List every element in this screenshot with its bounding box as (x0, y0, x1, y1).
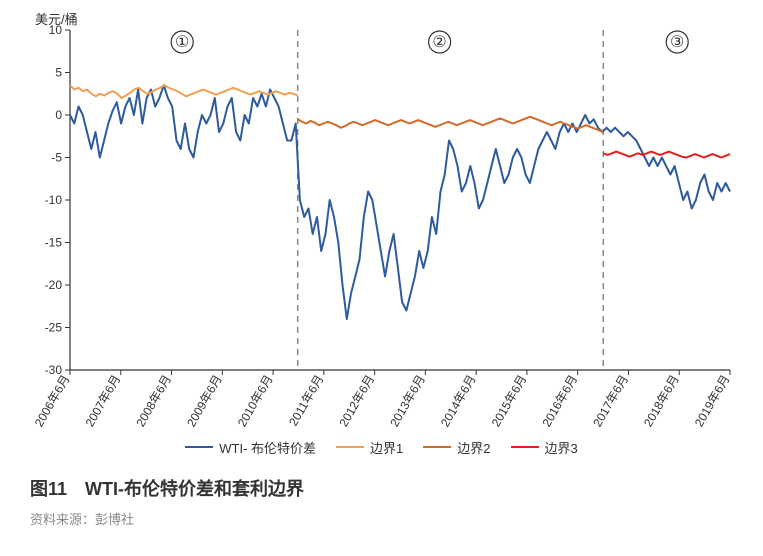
source-value: 彭博社 (95, 512, 134, 527)
y-tick-label: 0 (55, 108, 62, 122)
legend-swatch (185, 446, 213, 448)
region-marker-label: ② (432, 34, 446, 51)
x-tick-label: 2010年6月 (235, 373, 276, 430)
figure-source: 资料来源：彭博社 (30, 509, 733, 528)
legend-label: 边界3 (545, 438, 578, 457)
legend-item: 边界2 (423, 438, 490, 457)
region-marker-label: ③ (670, 34, 684, 51)
x-tick-label: 2017年6月 (590, 373, 631, 430)
line-chart: 美元/桶1050-5-10-15-20-25-302006年6月2007年6月2… (10, 10, 753, 430)
legend-label: 边界2 (457, 438, 490, 457)
y-tick-label: -5 (51, 151, 62, 165)
x-tick-label: 2018年6月 (641, 373, 682, 430)
legend-label: 边界1 (370, 438, 403, 457)
legend-swatch (423, 446, 451, 448)
x-tick-label: 2011年6月 (286, 373, 326, 429)
y-tick-label: -15 (45, 236, 63, 250)
legend: WTI- 布伦特价差 边界1 边界2 边界3 (10, 430, 753, 461)
legend-item: 边界3 (511, 438, 578, 457)
legend-item: 边界1 (336, 438, 403, 457)
y-tick-label: -20 (45, 278, 63, 292)
x-tick-label: 2013年6月 (387, 373, 428, 430)
x-tick-label: 2014年6月 (438, 372, 479, 429)
series-line (603, 152, 730, 158)
chart-container: 美元/桶1050-5-10-15-20-25-302006年6月2007年6月2… (10, 10, 753, 546)
caption-block: 图11 WTI-布伦特价差和套利边界 资料来源：彭博社 (10, 461, 753, 532)
x-tick-label: 2008年6月 (133, 373, 174, 430)
region-marker-label: ① (175, 34, 189, 51)
x-tick-label: 2015年6月 (489, 373, 530, 430)
legend-swatch (511, 446, 539, 448)
x-tick-label: 2007年6月 (83, 373, 124, 430)
y-tick-label: -10 (45, 193, 63, 207)
x-tick-label: 2006年6月 (32, 373, 73, 430)
x-tick-label: 2009年6月 (184, 373, 225, 430)
y-tick-label: -25 (45, 321, 63, 335)
x-tick-label: 2019年6月 (692, 373, 733, 430)
y-tick-label: 5 (55, 66, 62, 80)
legend-swatch (336, 446, 364, 448)
series-line (298, 117, 604, 132)
legend-item: WTI- 布伦特价差 (185, 438, 316, 457)
y-tick-label: 10 (49, 23, 63, 37)
figure-title: 图11 WTI-布伦特价差和套利边界 (30, 475, 733, 501)
legend-label: WTI- 布伦特价差 (219, 438, 316, 457)
source-prefix: 资料来源： (30, 512, 95, 527)
series-line (70, 85, 298, 98)
x-tick-label: 2012年6月 (336, 373, 377, 430)
x-tick-label: 2016年6月 (539, 373, 580, 430)
